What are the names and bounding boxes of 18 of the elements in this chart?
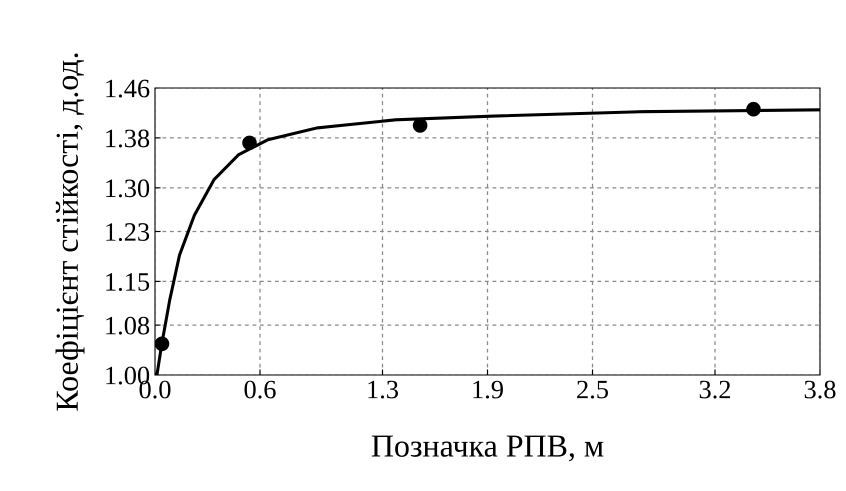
- point: [412, 118, 428, 133]
- y-tick-label: 1.08: [106, 316, 150, 335]
- y-tick-label: 1.46: [106, 80, 150, 98]
- x-tick-label: 2.5: [577, 380, 608, 399]
- y-tick-label: 1.23: [106, 223, 150, 242]
- y-tick-label: 1.15: [106, 273, 150, 291]
- x-tick-label: 3.2: [700, 380, 730, 399]
- point: [746, 102, 761, 116]
- y-tick-label: 1.38: [106, 130, 150, 148]
- point: [242, 136, 257, 150]
- x-tick-label: 1.3: [368, 380, 398, 399]
- x-tick-label: 1.9: [473, 380, 503, 399]
- y-tick-label: 1.30: [106, 179, 150, 198]
- x-axis-title: Позначка РПВ, м: [372, 436, 604, 462]
- x-tick-label: 0.6: [244, 380, 276, 399]
- x-tick-label: 3.8: [804, 380, 836, 399]
- point: [154, 336, 170, 352]
- y-axis-title: Коефіцієнт стійкості, д.од.: [56, 53, 85, 411]
